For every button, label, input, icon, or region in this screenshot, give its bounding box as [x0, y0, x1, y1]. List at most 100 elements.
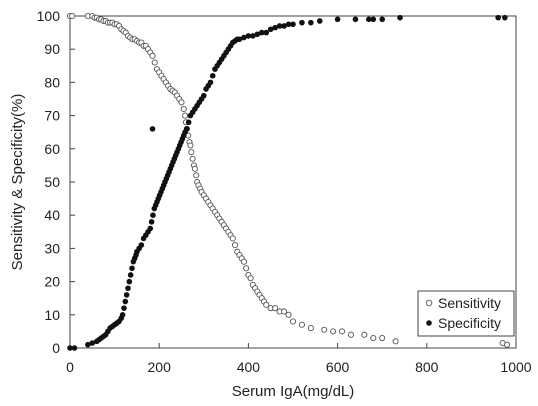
- x-axis-label: Serum IgA(mg/dL): [232, 383, 355, 400]
- specificity-point: [272, 24, 278, 31]
- specificity-point: [334, 16, 341, 23]
- series-specificity: [67, 14, 508, 351]
- y-tick-label: 60: [44, 141, 60, 157]
- sensitivity-point: [243, 265, 250, 272]
- specificity-point: [125, 285, 131, 292]
- sensitivity-point: [231, 242, 239, 249]
- y-axis-label: Sensitivity & Specificity(%): [9, 94, 26, 271]
- sensitivity-point: [330, 328, 337, 335]
- x-axis: 0 200 400 600 800 1000: [66, 343, 532, 375]
- specificity-point: [267, 26, 274, 33]
- sensitivity-point: [193, 172, 200, 179]
- x-tick-label: 1000: [500, 359, 531, 375]
- specificity-point: [119, 312, 126, 318]
- specificity-point: [281, 23, 287, 29]
- y-tick-label: 80: [44, 74, 60, 90]
- sensitivity-point: [285, 311, 292, 318]
- sensitivity-point: [379, 334, 386, 342]
- specificity-point: [263, 29, 270, 36]
- specificity-point: [290, 21, 296, 28]
- sensitivity-point: [347, 331, 355, 338]
- specificity-point: [276, 23, 283, 29]
- specificity-point: [147, 225, 154, 232]
- specificity-point: [379, 16, 386, 23]
- specificity-point: [123, 292, 130, 298]
- sensitivity-point: [178, 99, 185, 106]
- specificity-point: [138, 242, 145, 248]
- specificity-point: [121, 305, 127, 311]
- sensitivity-point: [281, 308, 288, 315]
- x-tick-label: 800: [415, 359, 439, 375]
- sensitivity-point: [151, 59, 158, 66]
- specificity-point: [258, 29, 265, 36]
- sensitivity-point: [339, 328, 346, 335]
- specificity-point: [126, 278, 133, 285]
- specificity-point: [185, 119, 192, 126]
- y-tick-label: 70: [44, 108, 60, 124]
- y-tick-label: 10: [44, 307, 60, 323]
- y-tick-label: 40: [44, 207, 60, 223]
- sensitivity-point: [272, 305, 279, 312]
- specificity-point: [149, 126, 156, 132]
- specificity-point: [71, 345, 78, 351]
- specificity-point: [89, 340, 96, 346]
- y-tick-label: 90: [44, 41, 60, 57]
- specificity-point: [308, 19, 314, 26]
- specificity-point: [150, 212, 156, 218]
- series-sensitivity: [66, 12, 511, 348]
- sensitivity-point: [307, 325, 314, 332]
- y-tick-label: 30: [44, 240, 60, 256]
- sensitivity-point: [69, 12, 76, 20]
- specificity-point: [241, 34, 247, 41]
- specificity-point: [250, 33, 256, 39]
- sensitivity-point: [191, 165, 198, 172]
- sensitivity-point: [370, 334, 377, 342]
- specificity-point: [366, 16, 372, 23]
- specificity-point: [127, 272, 134, 278]
- legend-label-sensitivity: Sensitivity: [438, 295, 501, 311]
- specificity-point: [67, 345, 73, 351]
- specificity-point: [352, 16, 359, 23]
- specificity-point: [209, 72, 216, 79]
- x-tick-label: 400: [237, 359, 261, 375]
- specificity-point: [245, 33, 252, 39]
- sensitivity-point: [180, 105, 187, 113]
- legend: Sensitivity Specificity: [417, 290, 515, 337]
- x-tick-label: 0: [66, 359, 74, 375]
- specificity-point: [254, 31, 261, 38]
- specificity-point: [285, 21, 292, 28]
- sensitivity-point: [504, 341, 511, 348]
- legend-label-specificity: Specificity: [438, 315, 501, 331]
- sensitivity-point: [188, 149, 195, 156]
- sensitivity-point: [298, 321, 305, 328]
- y-tick-label: 0: [52, 340, 60, 356]
- specificity-point: [299, 19, 305, 26]
- legend-marker-sensitivity: [425, 299, 433, 307]
- specificity-point: [316, 18, 323, 24]
- plot-area: 0 200 400 600 800 1000 0 10 20 30 40 50 60 70 80 90 100: [37, 8, 532, 375]
- y-tick-label: 20: [44, 274, 60, 290]
- sensitivity-point: [229, 235, 236, 242]
- specificity-point: [495, 14, 501, 21]
- y-tick-label: 50: [44, 174, 60, 190]
- legend-box: [417, 290, 515, 337]
- specificity-point: [502, 14, 508, 21]
- specificity-point: [207, 79, 214, 86]
- specificity-point: [201, 92, 207, 99]
- specificity-point: [397, 14, 403, 21]
- sensitivity-point: [182, 112, 189, 119]
- specificity-point: [129, 265, 135, 272]
- specificity-point: [122, 298, 129, 305]
- sensitivity-point: [361, 331, 368, 338]
- x-tick-label: 600: [326, 359, 350, 375]
- sensitivity-point: [263, 301, 270, 308]
- y-axis: 0 10 20 30 40 50 60 70 80 90 100: [37, 8, 75, 356]
- x-tick-label: 200: [148, 359, 172, 375]
- specificity-point: [148, 219, 155, 225]
- specificity-point: [236, 36, 243, 43]
- sensitivity-point: [247, 275, 254, 282]
- specificity-point: [85, 341, 91, 348]
- sensitivity-point: [189, 155, 196, 162]
- sensitivity-point: [240, 258, 247, 265]
